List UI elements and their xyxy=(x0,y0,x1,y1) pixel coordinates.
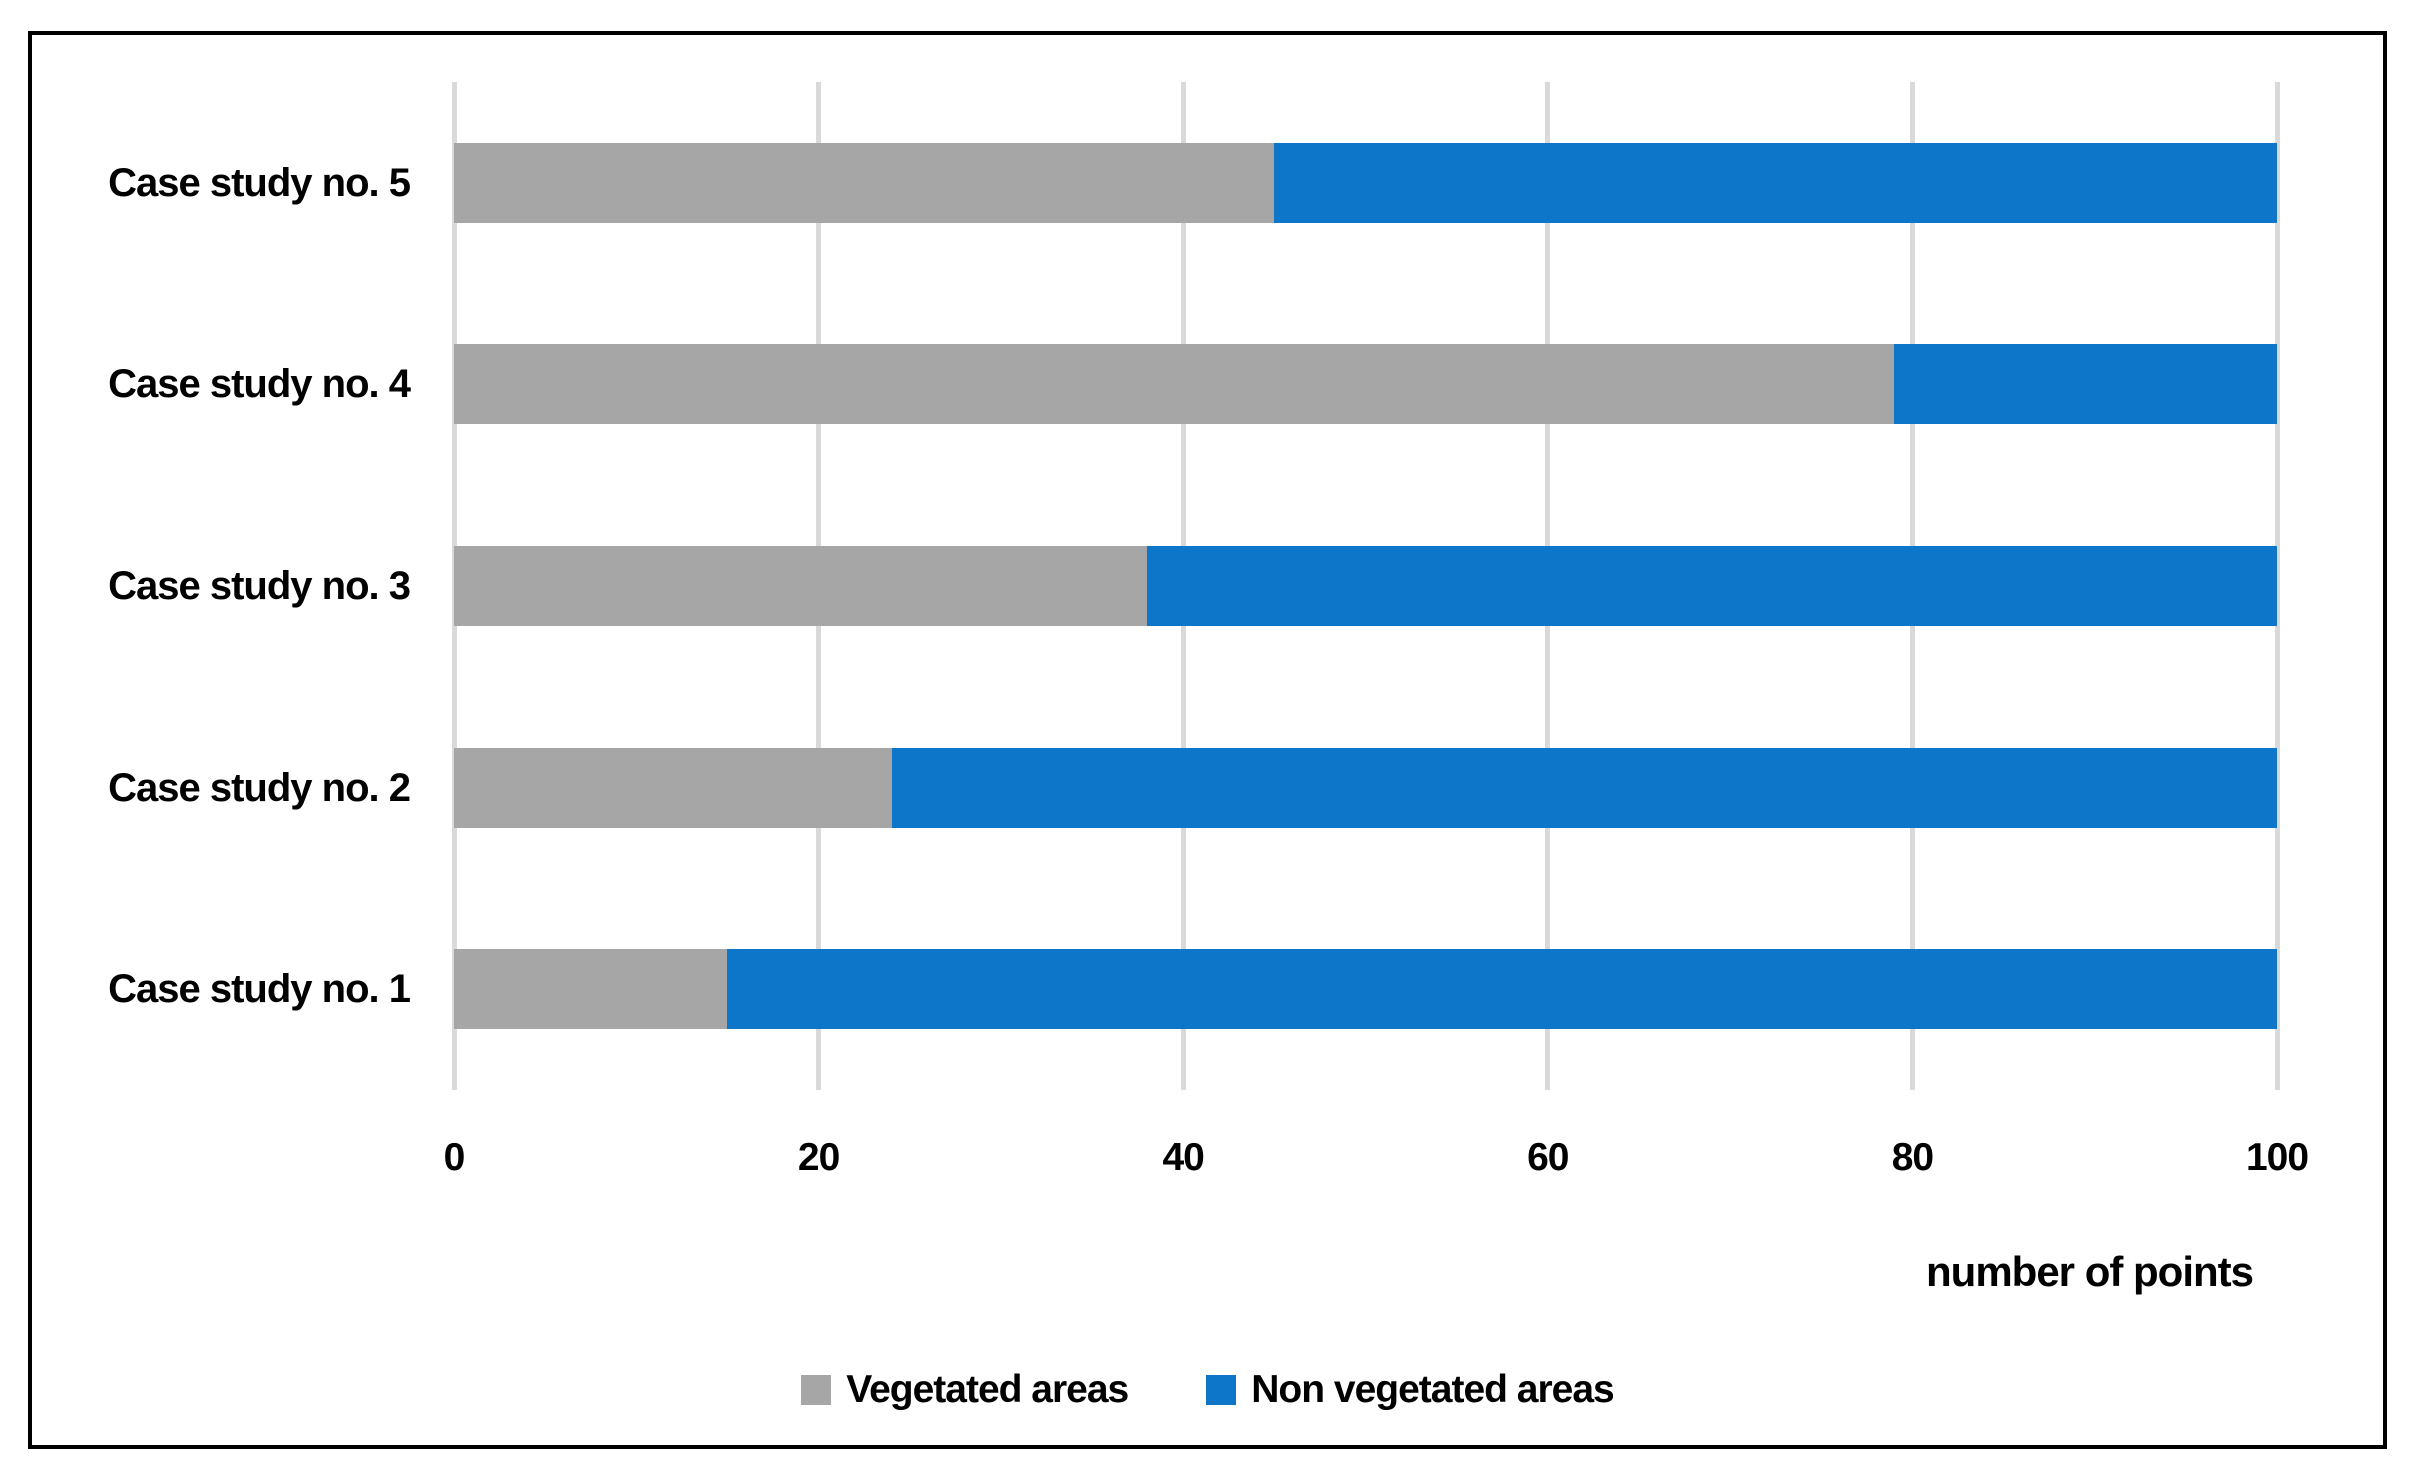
bar-vegetated-areas-case-study-no-4 xyxy=(454,344,1895,425)
x-axis-title: number of points xyxy=(1926,1248,2254,1295)
legend-label-vegetated-areas: Vegetated areas xyxy=(846,1368,1129,1411)
x-tick-label-20: 20 xyxy=(797,1136,840,1179)
gridline-100 xyxy=(2274,82,2280,1090)
chart-frame xyxy=(28,31,2387,1449)
category-label-case-study-no-3: Case study no. 3 xyxy=(108,564,411,608)
legend-item-vegetated-areas: Vegetated areas xyxy=(801,1368,1129,1412)
bar-non-vegetated-areas-case-study-no-3 xyxy=(1146,546,2277,626)
bar-vegetated-areas-case-study-no-3 xyxy=(454,546,1147,626)
bar-vegetated-areas-case-study-no-2 xyxy=(454,747,892,828)
bar-vegetated-areas-case-study-no-1 xyxy=(454,949,728,1030)
bar-vegetated-areas-case-study-no-5 xyxy=(454,142,1275,223)
bar-non-vegetated-areas-case-study-no-4 xyxy=(1894,344,2277,425)
x-tick-label-100: 100 xyxy=(2245,1136,2309,1179)
bar-non-vegetated-areas-case-study-no-2 xyxy=(891,747,2277,828)
x-tick-label-0: 0 xyxy=(443,1136,466,1179)
category-label-case-study-no-4: Case study no. 4 xyxy=(108,362,411,407)
legend: Vegetated areas Non vegetated areas xyxy=(28,1368,2387,1412)
bar-non-vegetated-areas-case-study-no-1 xyxy=(727,949,2277,1030)
category-label-case-study-no-2: Case study no. 2 xyxy=(108,765,411,810)
category-label-case-study-no-1: Case study no. 1 xyxy=(108,967,411,1012)
legend-item-non-vegetated-areas: Non vegetated areas xyxy=(1206,1368,1615,1412)
x-tick-label-40: 40 xyxy=(1162,1136,1204,1179)
x-tick-label-80: 80 xyxy=(1891,1136,1934,1179)
bar-non-vegetated-areas-case-study-no-5 xyxy=(1274,142,2277,223)
legend-swatch-vegetated-areas xyxy=(801,1375,832,1405)
x-tick-label-60: 60 xyxy=(1527,1136,1569,1179)
legend-label-non-vegetated-areas: Non vegetated areas xyxy=(1251,1368,1614,1411)
legend-swatch-non-vegetated-areas xyxy=(1206,1375,1237,1405)
category-label-case-study-no-5: Case study no. 5 xyxy=(108,160,411,205)
